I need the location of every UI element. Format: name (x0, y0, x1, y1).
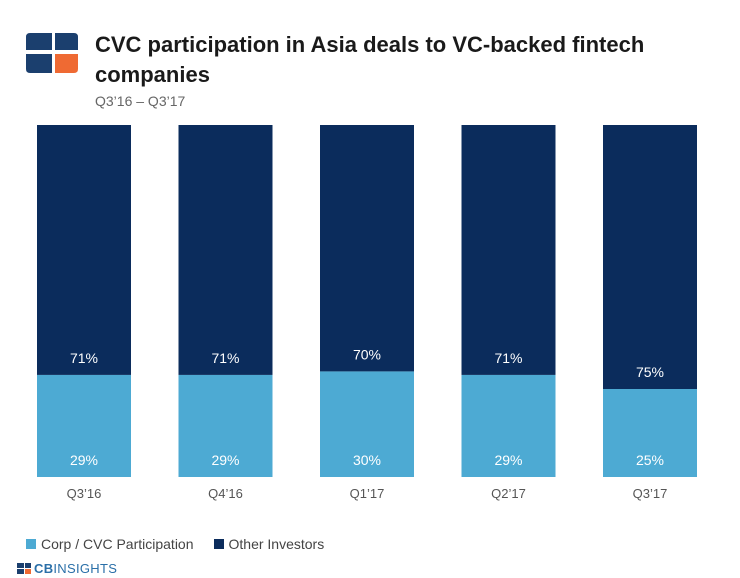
bar-segment-corp-4 (603, 389, 697, 477)
bar-segment-other-3 (461, 125, 556, 375)
legend-label-other: Other Investors (228, 536, 325, 552)
data-label-other-0: 71% (70, 350, 98, 366)
chart-subtitle: Q3’16 – Q3’17 (95, 93, 186, 109)
x-tick-label-4: Q3’17 (633, 486, 668, 501)
x-tick-label-1: Q4’16 (208, 486, 243, 501)
legend-swatch-corp (26, 539, 36, 549)
legend-label-corp: Corp / CVC Participation (41, 536, 194, 552)
data-label-corp-0: 29% (70, 452, 98, 468)
data-label-corp-3: 29% (494, 452, 522, 468)
data-label-other-3: 71% (494, 350, 522, 366)
data-label-corp-4: 25% (636, 452, 664, 468)
brand-name-rest: INSIGHTS (53, 561, 118, 576)
x-tick-label-2: Q1’17 (350, 486, 385, 501)
legend: Corp / CVC Participation Other Investors (26, 536, 344, 552)
brand-mark-icon (17, 563, 31, 574)
chart-title: CVC participation in Asia deals to VC-ba… (95, 32, 645, 87)
bars-layer (37, 125, 697, 477)
labels-layer: 29% 71% 29% 71% 30% 70% 29% 71% 25% 75% (70, 346, 664, 468)
x-tick-label-3: Q2’17 (491, 486, 526, 501)
bar-segment-corp-3 (461, 374, 556, 477)
footer-brand: CB INSIGHTS (17, 561, 117, 576)
data-label-other-2: 70% (353, 346, 381, 362)
legend-item-other: Other Investors (213, 536, 325, 552)
bar-segment-other-0 (37, 125, 131, 375)
legend-swatch-other (213, 539, 224, 549)
bar-segment-other-4 (603, 125, 697, 389)
cb-insights-logo (26, 33, 78, 73)
stacked-bar-chart: 29% 71% 29% 71% 30% 70% 29% 71% 25% 75% Q3’16 Q4’1… (37, 125, 697, 501)
bar-segment-other-1 (178, 125, 273, 375)
bar-segment-other-2 (320, 125, 414, 372)
brand-name-bold: CB (34, 561, 54, 576)
data-label-corp-2: 30% (353, 452, 381, 468)
bar-segment-corp-2 (320, 371, 414, 477)
bar-segment-corp-0 (37, 374, 131, 477)
data-label-corp-1: 29% (211, 452, 239, 468)
x-tick-labels: Q3’16 Q4’16 Q1’17 Q2’17 Q3’17 (67, 486, 668, 501)
bar-segment-corp-1 (178, 374, 273, 477)
data-label-other-4: 75% (636, 364, 664, 380)
legend-item-corp: Corp / CVC Participation (26, 536, 194, 552)
x-tick-label-0: Q3’16 (67, 486, 102, 501)
data-label-other-1: 71% (211, 350, 239, 366)
